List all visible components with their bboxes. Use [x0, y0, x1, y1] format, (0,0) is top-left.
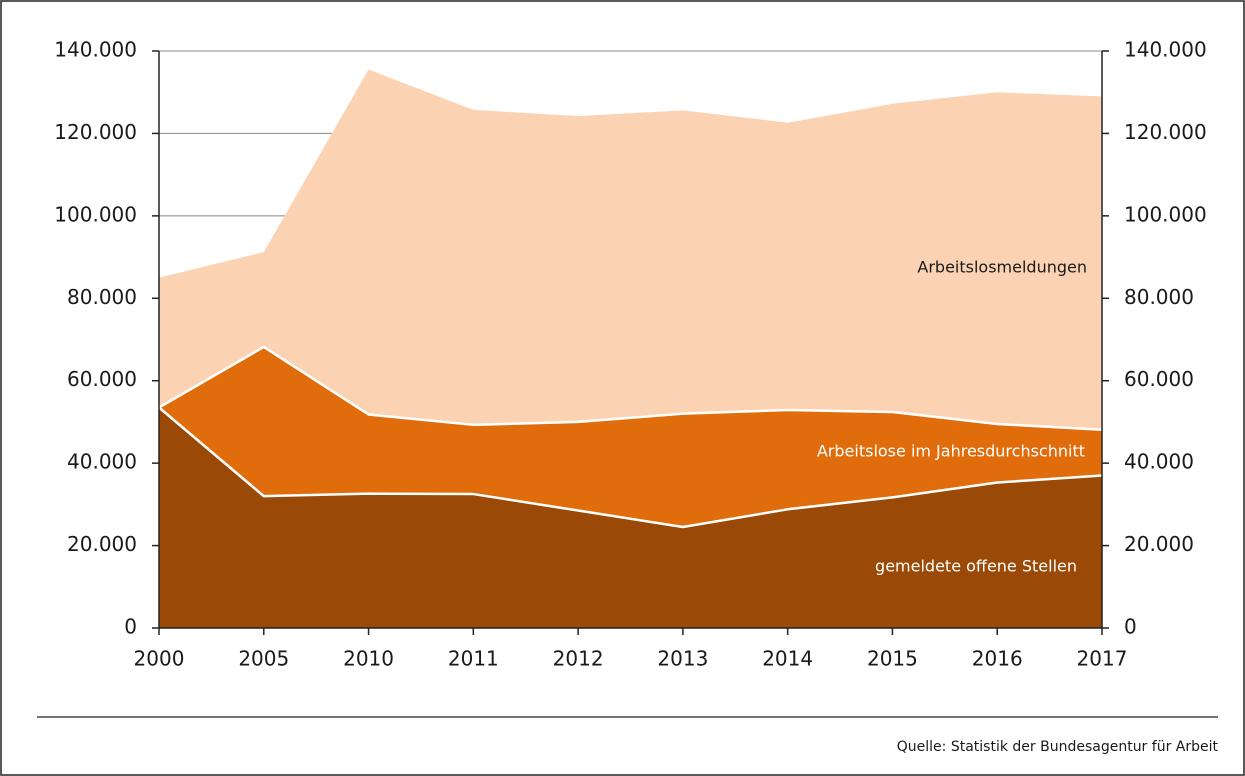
- y2-tick-label: 40.000: [1124, 450, 1194, 474]
- y-tick-label: 140.000: [54, 38, 137, 62]
- y2-tick-label: 100.000: [1124, 202, 1207, 226]
- y-tick-label: 20.000: [67, 532, 137, 556]
- y2-tick-label: 120.000: [1124, 120, 1207, 144]
- y-tick-label: 60.000: [67, 367, 137, 391]
- y-tick-label: 40.000: [67, 450, 137, 474]
- source: Quelle: Statistik der Bundesagentur für …: [897, 739, 1219, 755]
- x-tick-label: 2017: [1077, 647, 1128, 671]
- y-tick-label: 80.000: [67, 285, 137, 309]
- x-tick-label: 2005: [238, 647, 289, 671]
- x-tick-label: 2010: [343, 647, 394, 671]
- y2-tick-label: 60.000: [1124, 367, 1194, 391]
- area-edge: [158, 406, 1103, 529]
- area: [159, 407, 1102, 628]
- x-tick-label: 2000: [134, 647, 185, 671]
- x-tick-label: 2015: [867, 647, 918, 671]
- area-edge: [158, 345, 1103, 432]
- x-tick-label: 2016: [972, 647, 1023, 671]
- y2-tick-label: 140.000: [1124, 38, 1207, 62]
- y-tick-label: 0: [124, 615, 137, 639]
- x-tick-label: 2011: [448, 647, 499, 671]
- x-tick-label: 2014: [762, 647, 813, 671]
- x-tick-label: 2012: [553, 647, 604, 671]
- y2-tick-label: 0: [1124, 615, 1137, 639]
- series-label: Arbeitslose im Jahresdurchschnitt: [817, 442, 1085, 461]
- series-label: Arbeitslosmeldungen: [917, 258, 1087, 277]
- series-label: gemeldete offene Stellen: [875, 557, 1077, 576]
- x-tick-label: 2013: [657, 647, 708, 671]
- y2-tick-label: 80.000: [1124, 285, 1194, 309]
- y-tick-label: 120.000: [54, 120, 137, 144]
- y-tick-label: 100.000: [54, 202, 137, 226]
- y2-tick-label: 20.000: [1124, 532, 1194, 556]
